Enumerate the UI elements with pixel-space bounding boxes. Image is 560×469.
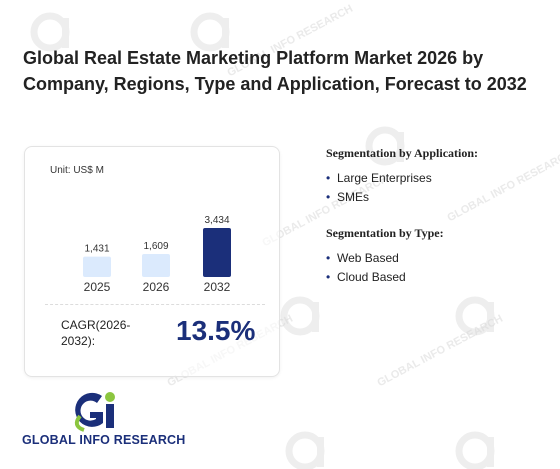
bar-chart: 1,431 2025 1,609 2026 3,434 2032 <box>83 215 231 294</box>
company-logo <box>22 390 192 450</box>
segmentation-application-heading: Segmentation by Application: <box>326 146 479 160</box>
cagr-value: 13.5% <box>176 315 256 346</box>
watermark-logo <box>455 425 503 469</box>
unit-label: Unit: US$ M <box>50 165 104 176</box>
segmentation-type: Segmentation by Type: Web Based Cloud Ba… <box>326 226 546 289</box>
bar-2026 <box>142 254 170 277</box>
segmentation-type-heading: Segmentation by Type: <box>326 226 444 240</box>
logo-text: GLOBAL INFO RESEARCH <box>22 433 186 447</box>
cagr-label: CAGR(2026-2032): <box>61 318 131 348</box>
list-item: Large Enterprises <box>326 171 546 185</box>
segmentation-application: Segmentation by Application: Large Enter… <box>326 146 546 209</box>
data-label: 3,434 <box>204 215 229 226</box>
tick-label: 2025 <box>84 280 111 294</box>
watermark-text: GLOBAL INFO RESEARCH <box>375 312 505 390</box>
logo-mark-icon <box>74 392 115 432</box>
card-divider <box>45 304 265 305</box>
page-title: Global Real Estate Marketing Platform Ma… <box>23 48 527 94</box>
list-item: SMEs <box>326 190 546 204</box>
data-label: 1,609 <box>143 241 168 252</box>
data-label: 1,431 <box>84 244 109 255</box>
bar-2025 <box>83 256 111 277</box>
market-size-card: Unit: US$ M 1,431 2025 1,609 2026 3,434 2032 … <box>24 146 280 377</box>
list-item: Cloud Based <box>326 270 546 284</box>
list-item: Web Based <box>326 251 546 265</box>
watermark-logo <box>455 290 503 338</box>
tick-label: 2032 <box>204 280 231 294</box>
watermark-logo <box>285 425 333 469</box>
bar-2032 <box>203 228 231 277</box>
tick-label: 2026 <box>143 280 170 294</box>
watermark-logo <box>280 290 328 338</box>
